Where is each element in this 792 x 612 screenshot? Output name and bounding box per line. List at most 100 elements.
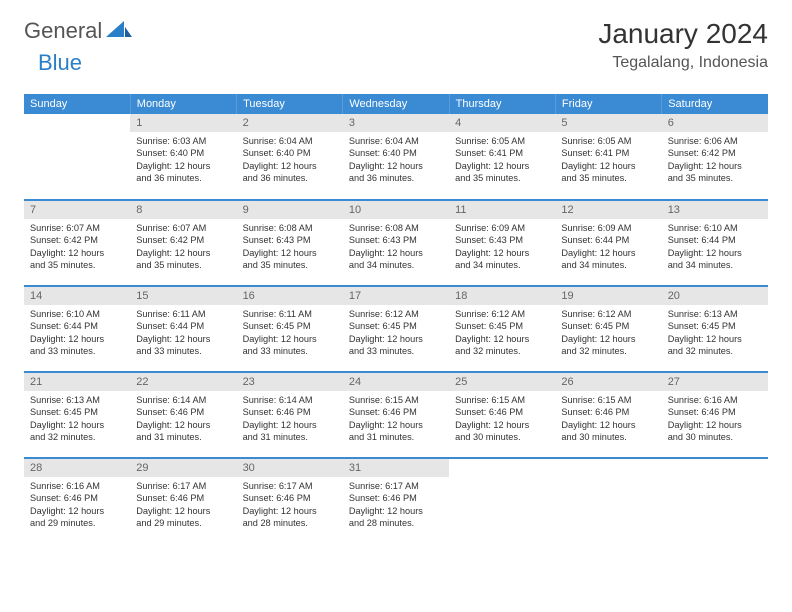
calendar-day-cell: 13Sunrise: 6:10 AMSunset: 6:44 PMDayligh… [662, 200, 768, 286]
calendar-body: ..1Sunrise: 6:03 AMSunset: 6:40 PMDaylig… [24, 114, 768, 544]
calendar-day-cell: 14Sunrise: 6:10 AMSunset: 6:44 PMDayligh… [24, 286, 130, 372]
day-number: 5 [555, 114, 661, 132]
day-number: 1 [130, 114, 236, 132]
calendar-day-cell: 1Sunrise: 6:03 AMSunset: 6:40 PMDaylight… [130, 114, 236, 200]
brand-part2: Blue [38, 50, 82, 75]
title-block: January 2024 Tegalalang, Indonesia [598, 18, 768, 72]
day-details: Sunrise: 6:04 AMSunset: 6:40 PMDaylight:… [237, 132, 343, 189]
brand-part1: General [24, 18, 102, 44]
day-details: Sunrise: 6:17 AMSunset: 6:46 PMDaylight:… [237, 477, 343, 534]
day-details: Sunrise: 6:08 AMSunset: 6:43 PMDaylight:… [237, 219, 343, 276]
day-details: Sunrise: 6:16 AMSunset: 6:46 PMDaylight:… [662, 391, 768, 448]
day-details: Sunrise: 6:08 AMSunset: 6:43 PMDaylight:… [343, 219, 449, 276]
calendar-day-cell: .. [24, 114, 130, 200]
day-details: Sunrise: 6:07 AMSunset: 6:42 PMDaylight:… [24, 219, 130, 276]
calendar-day-cell: 15Sunrise: 6:11 AMSunset: 6:44 PMDayligh… [130, 286, 236, 372]
calendar-week-row: ..1Sunrise: 6:03 AMSunset: 6:40 PMDaylig… [24, 114, 768, 200]
calendar-day-cell: 20Sunrise: 6:13 AMSunset: 6:45 PMDayligh… [662, 286, 768, 372]
day-details: Sunrise: 6:03 AMSunset: 6:40 PMDaylight:… [130, 132, 236, 189]
day-number: 8 [130, 201, 236, 219]
calendar-day-cell: 23Sunrise: 6:14 AMSunset: 6:46 PMDayligh… [237, 372, 343, 458]
day-details: Sunrise: 6:13 AMSunset: 6:45 PMDaylight:… [662, 305, 768, 362]
day-number: 17 [343, 287, 449, 305]
calendar-day-cell: 30Sunrise: 6:17 AMSunset: 6:46 PMDayligh… [237, 458, 343, 544]
calendar-week-row: 14Sunrise: 6:10 AMSunset: 6:44 PMDayligh… [24, 286, 768, 372]
day-number: 29 [130, 459, 236, 477]
day-number: 18 [449, 287, 555, 305]
day-details: Sunrise: 6:12 AMSunset: 6:45 PMDaylight:… [555, 305, 661, 362]
day-number: 10 [343, 201, 449, 219]
day-details: Sunrise: 6:14 AMSunset: 6:46 PMDaylight:… [237, 391, 343, 448]
day-number: 25 [449, 373, 555, 391]
calendar-day-cell: 24Sunrise: 6:15 AMSunset: 6:46 PMDayligh… [343, 372, 449, 458]
calendar-day-cell: 18Sunrise: 6:12 AMSunset: 6:45 PMDayligh… [449, 286, 555, 372]
day-details: Sunrise: 6:17 AMSunset: 6:46 PMDaylight:… [130, 477, 236, 534]
calendar-day-cell: 5Sunrise: 6:05 AMSunset: 6:41 PMDaylight… [555, 114, 661, 200]
calendar-day-cell: 31Sunrise: 6:17 AMSunset: 6:46 PMDayligh… [343, 458, 449, 544]
day-details: Sunrise: 6:13 AMSunset: 6:45 PMDaylight:… [24, 391, 130, 448]
day-details: Sunrise: 6:05 AMSunset: 6:41 PMDaylight:… [449, 132, 555, 189]
calendar-day-cell: 3Sunrise: 6:04 AMSunset: 6:40 PMDaylight… [343, 114, 449, 200]
day-details: Sunrise: 6:07 AMSunset: 6:42 PMDaylight:… [130, 219, 236, 276]
calendar-day-cell: 10Sunrise: 6:08 AMSunset: 6:43 PMDayligh… [343, 200, 449, 286]
day-number: 3 [343, 114, 449, 132]
day-number: 6 [662, 114, 768, 132]
calendar-week-row: 7Sunrise: 6:07 AMSunset: 6:42 PMDaylight… [24, 200, 768, 286]
page-header: General January 2024 Tegalalang, Indones… [24, 18, 768, 72]
day-number: 31 [343, 459, 449, 477]
day-details: Sunrise: 6:14 AMSunset: 6:46 PMDaylight:… [130, 391, 236, 448]
day-number: 23 [237, 373, 343, 391]
day-number: 15 [130, 287, 236, 305]
calendar-day-cell: 16Sunrise: 6:11 AMSunset: 6:45 PMDayligh… [237, 286, 343, 372]
day-number: 21 [24, 373, 130, 391]
calendar-day-cell: 7Sunrise: 6:07 AMSunset: 6:42 PMDaylight… [24, 200, 130, 286]
calendar-day-cell: 2Sunrise: 6:04 AMSunset: 6:40 PMDaylight… [237, 114, 343, 200]
calendar-day-cell: 4Sunrise: 6:05 AMSunset: 6:41 PMDaylight… [449, 114, 555, 200]
day-details: Sunrise: 6:12 AMSunset: 6:45 PMDaylight:… [343, 305, 449, 362]
calendar-day-cell: 22Sunrise: 6:14 AMSunset: 6:46 PMDayligh… [130, 372, 236, 458]
calendar-day-cell: .. [449, 458, 555, 544]
day-number: 2 [237, 114, 343, 132]
day-number: 16 [237, 287, 343, 305]
day-details: Sunrise: 6:15 AMSunset: 6:46 PMDaylight:… [555, 391, 661, 448]
day-number: 12 [555, 201, 661, 219]
month-title: January 2024 [598, 18, 768, 50]
day-details: Sunrise: 6:16 AMSunset: 6:46 PMDaylight:… [24, 477, 130, 534]
calendar-day-cell: 21Sunrise: 6:13 AMSunset: 6:45 PMDayligh… [24, 372, 130, 458]
calendar-day-cell: 8Sunrise: 6:07 AMSunset: 6:42 PMDaylight… [130, 200, 236, 286]
calendar-week-row: 21Sunrise: 6:13 AMSunset: 6:45 PMDayligh… [24, 372, 768, 458]
day-number: 19 [555, 287, 661, 305]
day-details: Sunrise: 6:05 AMSunset: 6:41 PMDaylight:… [555, 132, 661, 189]
calendar-day-cell: 25Sunrise: 6:15 AMSunset: 6:46 PMDayligh… [449, 372, 555, 458]
calendar-day-cell: .. [555, 458, 661, 544]
day-number: 27 [662, 373, 768, 391]
calendar-week-row: 28Sunrise: 6:16 AMSunset: 6:46 PMDayligh… [24, 458, 768, 544]
day-details: Sunrise: 6:09 AMSunset: 6:43 PMDaylight:… [449, 219, 555, 276]
day-number: 22 [130, 373, 236, 391]
day-details: Sunrise: 6:17 AMSunset: 6:46 PMDaylight:… [343, 477, 449, 534]
brand-sail-icon [106, 19, 132, 44]
day-details: Sunrise: 6:11 AMSunset: 6:44 PMDaylight:… [130, 305, 236, 362]
day-details: Sunrise: 6:10 AMSunset: 6:44 PMDaylight:… [662, 219, 768, 276]
day-details: Sunrise: 6:04 AMSunset: 6:40 PMDaylight:… [343, 132, 449, 189]
day-number: 24 [343, 373, 449, 391]
day-details: Sunrise: 6:10 AMSunset: 6:44 PMDaylight:… [24, 305, 130, 362]
day-number: 14 [24, 287, 130, 305]
calendar-day-cell: 19Sunrise: 6:12 AMSunset: 6:45 PMDayligh… [555, 286, 661, 372]
brand-logo: General [24, 18, 134, 44]
day-number: 28 [24, 459, 130, 477]
day-number: 13 [662, 201, 768, 219]
day-details: Sunrise: 6:12 AMSunset: 6:45 PMDaylight:… [449, 305, 555, 362]
day-number: 26 [555, 373, 661, 391]
calendar-day-cell: 12Sunrise: 6:09 AMSunset: 6:44 PMDayligh… [555, 200, 661, 286]
calendar-page: General January 2024 Tegalalang, Indones… [0, 0, 792, 562]
day-details: Sunrise: 6:15 AMSunset: 6:46 PMDaylight:… [343, 391, 449, 448]
calendar-day-cell: 27Sunrise: 6:16 AMSunset: 6:46 PMDayligh… [662, 372, 768, 458]
calendar-table: SundayMondayTuesdayWednesdayThursdayFrid… [24, 94, 768, 544]
calendar-day-cell: .. [662, 458, 768, 544]
day-details: Sunrise: 6:11 AMSunset: 6:45 PMDaylight:… [237, 305, 343, 362]
calendar-day-cell: 9Sunrise: 6:08 AMSunset: 6:43 PMDaylight… [237, 200, 343, 286]
calendar-day-cell: 17Sunrise: 6:12 AMSunset: 6:45 PMDayligh… [343, 286, 449, 372]
calendar-day-cell: 28Sunrise: 6:16 AMSunset: 6:46 PMDayligh… [24, 458, 130, 544]
calendar-day-cell: 26Sunrise: 6:15 AMSunset: 6:46 PMDayligh… [555, 372, 661, 458]
